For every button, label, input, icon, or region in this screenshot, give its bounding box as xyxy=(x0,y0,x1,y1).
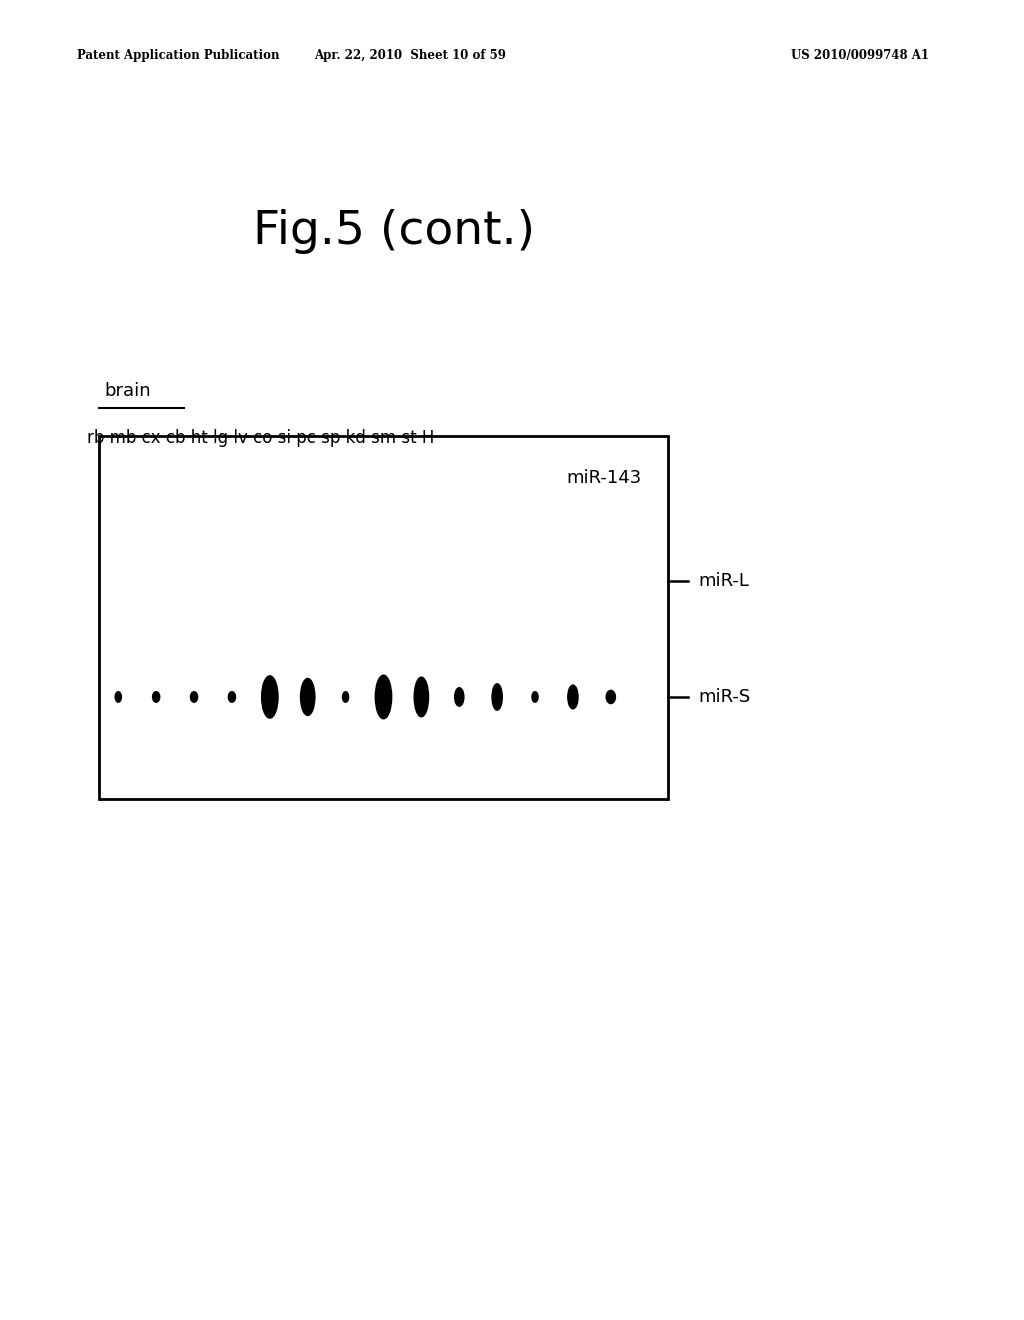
Ellipse shape xyxy=(376,675,392,718)
Text: rb mb cx cb ht lg lv co si pc sp kd sm st H: rb mb cx cb ht lg lv co si pc sp kd sm s… xyxy=(87,429,434,447)
Ellipse shape xyxy=(342,692,348,702)
Ellipse shape xyxy=(301,678,315,715)
Ellipse shape xyxy=(262,676,279,718)
Ellipse shape xyxy=(568,685,579,709)
Ellipse shape xyxy=(455,688,464,706)
Ellipse shape xyxy=(415,677,429,717)
Ellipse shape xyxy=(153,692,160,702)
Text: Fig.5 (cont.): Fig.5 (cont.) xyxy=(253,209,536,253)
Text: Patent Application Publication: Patent Application Publication xyxy=(77,49,280,62)
Text: miR-S: miR-S xyxy=(698,688,751,706)
Bar xyxy=(99,436,668,799)
Text: brain: brain xyxy=(104,381,152,400)
Ellipse shape xyxy=(228,692,236,702)
Ellipse shape xyxy=(493,684,503,710)
Text: miR-143: miR-143 xyxy=(567,469,642,487)
Text: Apr. 22, 2010  Sheet 10 of 59: Apr. 22, 2010 Sheet 10 of 59 xyxy=(313,49,506,62)
Ellipse shape xyxy=(532,692,539,702)
Ellipse shape xyxy=(606,690,615,704)
Ellipse shape xyxy=(190,692,198,702)
Text: US 2010/0099748 A1: US 2010/0099748 A1 xyxy=(792,49,929,62)
Ellipse shape xyxy=(115,692,122,702)
Text: miR-L: miR-L xyxy=(698,572,750,590)
